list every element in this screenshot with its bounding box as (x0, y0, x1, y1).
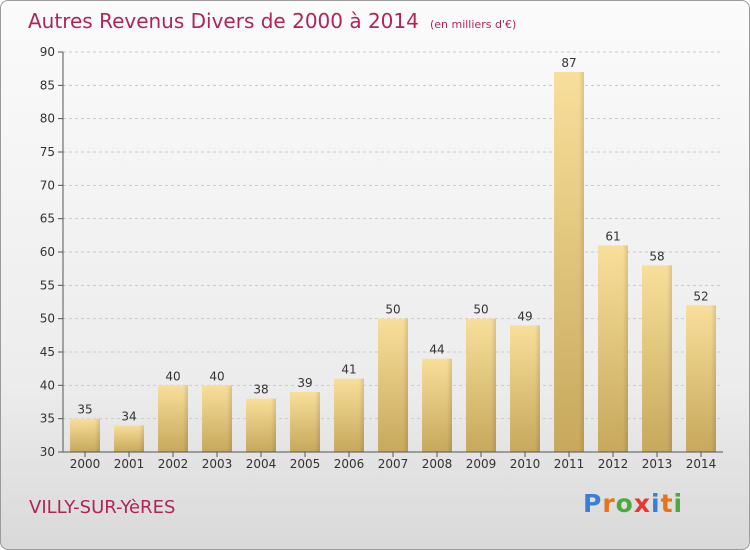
y-tick-label-65: 65 (40, 212, 55, 226)
data-label-2007: 50 (385, 303, 400, 317)
bar-shade-2002 (182, 385, 188, 452)
bar-shade-2004 (270, 398, 276, 452)
bar-shade-2014 (710, 305, 716, 452)
data-label-2004: 38 (253, 383, 268, 397)
x-tick-label-2004: 2004 (246, 457, 277, 471)
data-label-2006: 41 (341, 363, 356, 377)
data-label-2009: 50 (473, 303, 488, 317)
bar-shade-2010 (534, 325, 540, 452)
data-label-2008: 44 (429, 343, 444, 357)
bar-shade-2003 (226, 385, 232, 452)
logo-letter: P (583, 489, 603, 518)
y-tick-label-90: 90 (40, 45, 55, 59)
bar-shade-2007 (402, 318, 408, 452)
y-tick-label-80: 80 (40, 112, 55, 126)
logo-letter: i (673, 489, 684, 518)
chart-subtitle: (en milliers d'€) (429, 18, 517, 31)
y-tick-label-75: 75 (40, 145, 55, 159)
x-tick-label-2002: 2002 (158, 457, 189, 471)
y-tick-label-35: 35 (40, 412, 55, 426)
city-name: VILLY-SUR-YèRES (29, 497, 176, 518)
x-tick-label-2010: 2010 (510, 457, 541, 471)
x-tick-label-2007: 2007 (378, 457, 409, 471)
data-label-2010: 49 (517, 309, 532, 323)
proxiti-logo: Proxiti (583, 489, 683, 518)
bar-shade-2001 (138, 425, 144, 452)
data-label-2011: 87 (561, 56, 576, 70)
bar-shade-2009 (490, 318, 496, 452)
chart-title-block: Autres Revenus Divers de 2000 à 2014 (en… (28, 9, 516, 33)
logo-letter: i (651, 489, 661, 518)
bar-shade-2013 (666, 265, 672, 452)
bar-shade-2006 (358, 378, 364, 452)
logo-letter: o (615, 489, 634, 518)
x-tick-label-2003: 2003 (202, 457, 233, 471)
x-tick-label-2001: 2001 (114, 457, 145, 471)
x-tick-label-2012: 2012 (598, 457, 629, 471)
data-label-2013: 58 (649, 249, 664, 263)
data-label-2003: 40 (209, 369, 224, 383)
y-tick-label-40: 40 (40, 378, 55, 392)
y-tick-label-45: 45 (40, 345, 55, 359)
x-tick-label-2008: 2008 (422, 457, 453, 471)
chart-title: Autres Revenus Divers de 2000 à 2014 (28, 9, 419, 33)
x-tick-label-2011: 2011 (554, 457, 585, 471)
logo-letter: t (660, 489, 674, 518)
y-tick-label-60: 60 (40, 245, 55, 259)
data-label-2000: 35 (77, 403, 92, 417)
y-tick-label-70: 70 (40, 178, 55, 192)
bar-shade-2012 (622, 245, 628, 452)
bar-shade-2008 (446, 358, 452, 452)
bar-shade-2005 (314, 392, 320, 452)
x-tick-label-2006: 2006 (334, 457, 365, 471)
x-tick-label-2000: 2000 (70, 457, 101, 471)
data-label-2001: 34 (121, 409, 136, 423)
x-tick-label-2013: 2013 (642, 457, 673, 471)
y-tick-label-30: 30 (40, 445, 55, 459)
bar-shade-2011 (578, 72, 584, 452)
y-tick-label-85: 85 (40, 78, 55, 92)
data-label-2014: 52 (693, 289, 708, 303)
y-tick-label-55: 55 (40, 278, 55, 292)
data-label-2012: 61 (605, 229, 620, 243)
x-tick-label-2005: 2005 (290, 457, 321, 471)
x-tick-label-2014: 2014 (686, 457, 717, 471)
logo-letter: r (602, 489, 616, 518)
y-tick-label-50: 50 (40, 312, 55, 326)
bar-shade-2000 (94, 418, 100, 452)
data-label-2002: 40 (165, 369, 180, 383)
x-tick-label-2009: 2009 (466, 457, 497, 471)
logo-letter: x (633, 489, 651, 518)
data-label-2005: 39 (297, 376, 312, 390)
